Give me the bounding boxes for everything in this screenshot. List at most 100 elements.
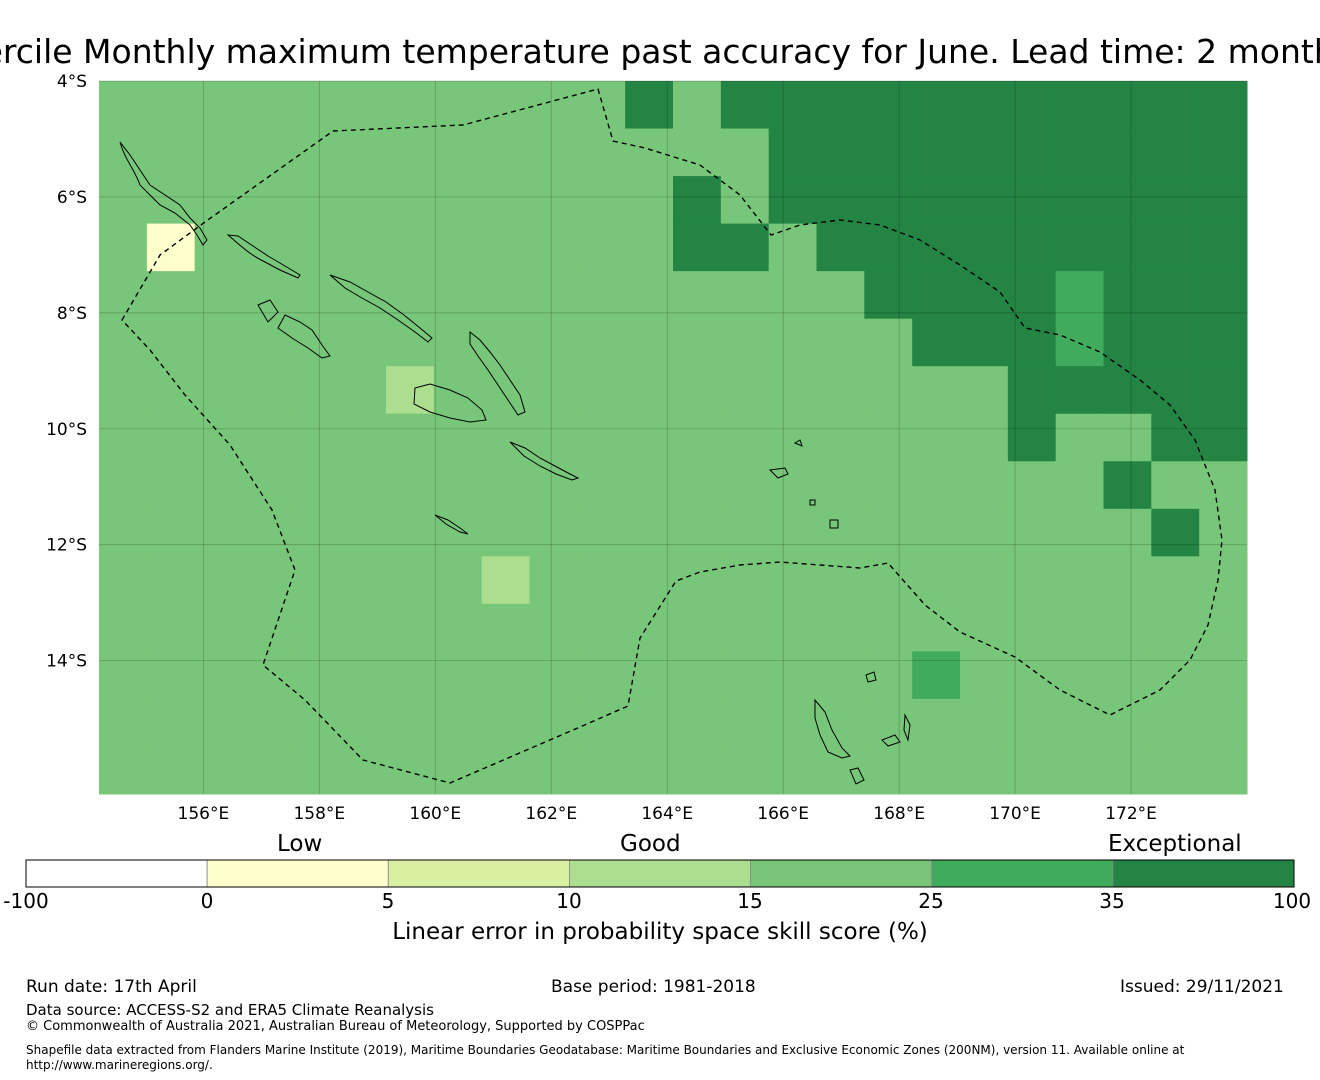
latitude-label: 14°S <box>46 652 87 672</box>
skill-cell <box>481 556 530 605</box>
skill-cell <box>481 128 530 177</box>
skill-cell <box>768 176 817 225</box>
skill-cell <box>338 271 387 320</box>
skill-cell <box>290 176 339 225</box>
map-title: Tercile Monthly maximum temperature past… <box>0 32 1320 71</box>
skill-cell <box>577 698 626 747</box>
skill-cell <box>290 318 339 367</box>
skill-cell <box>816 223 865 272</box>
axis-labels: 4°S 6°S 8°S 10°S 12°S 14°S 156°E 158°E 160°E 162°… <box>46 72 1157 824</box>
skill-cell <box>960 176 1009 225</box>
skill-cell <box>529 556 578 605</box>
skill-cell <box>433 746 483 795</box>
skill-cell <box>1055 508 1104 557</box>
skill-cell <box>1055 698 1104 747</box>
skill-cell <box>1103 366 1152 415</box>
skill-cell <box>1007 603 1057 652</box>
skill-cell <box>1007 746 1057 795</box>
skill-cell <box>242 223 291 272</box>
skill-cell <box>720 271 770 320</box>
skill-cell <box>481 651 530 700</box>
skill-cell <box>960 556 1009 605</box>
skill-cell <box>386 128 435 177</box>
skill-cell <box>1007 176 1057 225</box>
skill-cell <box>1199 81 1248 130</box>
skill-cell <box>1151 746 1200 795</box>
skill-cell <box>1007 223 1057 272</box>
skill-cell <box>864 271 913 320</box>
data-source: Data source: ACCESS-S2 and ERA5 Climate … <box>26 1001 434 1019</box>
skill-cell <box>864 81 913 130</box>
skill-cell <box>1151 318 1200 367</box>
skill-cell <box>720 128 770 177</box>
skill-cell <box>625 366 674 415</box>
skill-cell <box>864 461 913 510</box>
skill-cell <box>1103 461 1152 510</box>
skill-cell <box>146 318 196 367</box>
skill-cell <box>816 318 865 367</box>
skill-cell <box>338 556 387 605</box>
skill-grid <box>99 81 1248 795</box>
longitude-label: 162°E <box>525 804 577 824</box>
skill-cell <box>242 318 291 367</box>
skill-cell <box>1199 461 1248 510</box>
skill-cell <box>1055 223 1104 272</box>
skill-cell <box>529 508 578 557</box>
skill-cell <box>1199 603 1248 652</box>
skill-cell <box>720 746 770 795</box>
skill-cell <box>912 128 961 177</box>
colorbar-tick: 0 <box>200 889 214 913</box>
skill-cell <box>1151 461 1200 510</box>
skill-cell <box>625 128 674 177</box>
skill-cell <box>816 81 865 130</box>
skill-cell <box>433 223 483 272</box>
skill-cell <box>1007 508 1057 557</box>
skill-cell <box>960 413 1009 462</box>
skill-cell <box>242 271 291 320</box>
skill-cell <box>146 508 196 557</box>
skill-cell <box>1055 556 1104 605</box>
skill-cell <box>481 223 530 272</box>
skill-cell <box>577 413 626 462</box>
skill-cell <box>194 698 243 747</box>
skill-cell <box>99 651 148 700</box>
skill-cell <box>720 176 770 225</box>
skill-cell <box>768 271 817 320</box>
skill-cell <box>577 651 626 700</box>
longitude-label: 158°E <box>293 804 345 824</box>
skill-cell <box>242 746 291 795</box>
skill-cell <box>673 81 722 130</box>
skill-cell <box>242 508 291 557</box>
skill-cell <box>577 271 626 320</box>
skill-cell <box>768 698 817 747</box>
latitude-label: 10°S <box>46 420 87 440</box>
skill-cell <box>1007 81 1057 130</box>
skill-cell <box>529 603 578 652</box>
copyright: © Commonwealth of Australia 2021, Austra… <box>26 1019 645 1034</box>
skill-cell <box>242 603 291 652</box>
skill-cell <box>816 413 865 462</box>
skill-cell <box>99 318 148 367</box>
skill-cell <box>194 746 243 795</box>
skill-cell <box>1199 128 1248 177</box>
skill-cell <box>481 81 530 130</box>
skill-cell <box>386 508 435 557</box>
skill-cell <box>816 366 865 415</box>
skill-cell <box>960 508 1009 557</box>
skill-cell <box>625 81 674 130</box>
skill-cell <box>529 698 578 747</box>
skill-cell <box>242 81 291 130</box>
skill-cell <box>577 461 626 510</box>
skill-cell <box>1199 223 1248 272</box>
skill-cell <box>960 223 1009 272</box>
skill-cell <box>1103 223 1152 272</box>
eez-boundaries <box>121 88 1223 784</box>
skill-cell <box>194 81 243 130</box>
shapefile-credit: Shapefile data extracted from Flanders M… <box>26 1043 1185 1057</box>
skill-cell <box>912 413 961 462</box>
skill-cell <box>912 366 961 415</box>
skill-cell <box>290 271 339 320</box>
skill-cell <box>386 461 435 510</box>
skill-cell <box>625 603 674 652</box>
